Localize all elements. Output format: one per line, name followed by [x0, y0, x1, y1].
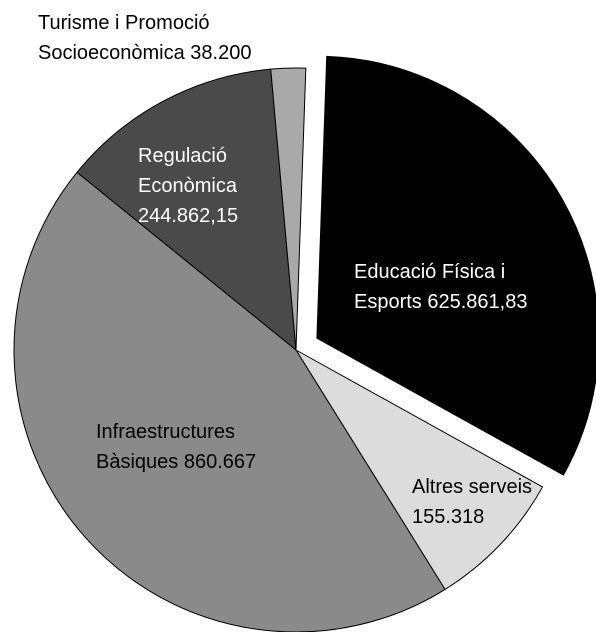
- slice-label-line: Bàsiques 860.667: [96, 451, 256, 473]
- pie-slice-3: [13, 171, 446, 632]
- slice-label-line: Econòmica: [138, 175, 238, 197]
- slice-label-2: Altres serveis 155.318: [412, 476, 532, 528]
- slice-label-4: Regulació Econòmica 244.862,15: [138, 145, 238, 227]
- slice-label-1: Educació Física i Esports 625.861,83: [354, 261, 527, 313]
- slice-label-line: Turisme i Promoció: [38, 12, 210, 34]
- slice-label-line: 244.862,15: [138, 205, 238, 227]
- pie-slice-2: [294, 348, 544, 591]
- pie-slice-1: [316, 55, 596, 476]
- slice-label-5: Turisme i Promoció Socioeconòmica 38.200: [38, 12, 251, 64]
- slice-label-line: 155.318: [412, 506, 484, 528]
- slice-label-line: Esports 625.861,83: [354, 291, 527, 313]
- slice-label-line: Socioeconòmica 38.200: [38, 42, 251, 64]
- pie-slice-5: [270, 67, 307, 351]
- pie-slice-4: [76, 68, 297, 352]
- slice-label-line: Educació Física i: [354, 261, 505, 283]
- slice-label-3: Infraestructures Bàsiques 860.667: [96, 421, 256, 473]
- slice-label-line: Altres serveis: [412, 476, 532, 498]
- slice-label-line: Infraestructures: [96, 421, 235, 443]
- slice-label-line: Regulació: [138, 145, 227, 167]
